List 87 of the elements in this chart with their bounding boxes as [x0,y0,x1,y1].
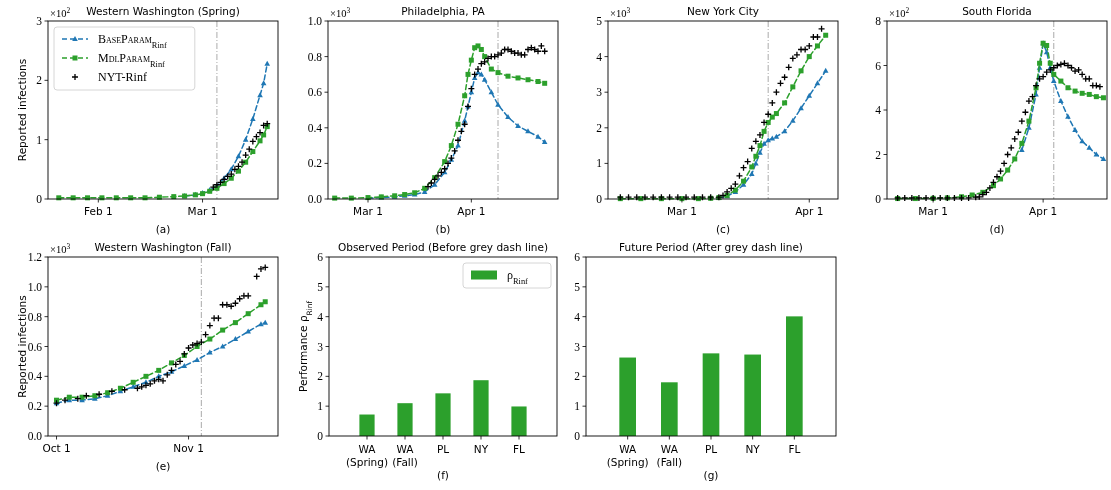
y-tick-label: 1 [574,400,581,413]
y-tick-label: 1 [36,133,43,146]
y-axis-title: Reported infections [16,58,28,162]
x-axis-title: (e) [155,460,171,472]
y-tick-label: 0 [36,193,43,206]
x-tick-label: PL [704,443,718,455]
x-tick-label: Nov 1 [173,442,204,454]
y-tick-label: 2 [875,148,882,161]
y-tick-label: 4 [875,104,882,117]
y-tick-label: 2 [574,370,581,383]
x-tick-label: Mar 1 [353,205,383,217]
x-tick-label: Mar 1 [187,205,218,217]
chart-title: Western Washington (Spring) [86,5,240,17]
x-axis-title: (c) [716,223,730,235]
y-tick-label: 3 [317,340,324,353]
y-tick-label: 2 [317,370,324,383]
y-tick-label: 0.8 [27,310,43,323]
y-tick-label: 4 [574,310,581,323]
y-tick-label: 1.2 [27,251,43,264]
y-tick-label: 5 [574,280,581,293]
x-tick-label: NY [745,443,761,455]
y-tick-label: 8 [875,15,882,28]
x-tick-label: WA (Spring) [606,443,649,468]
y-tick-label: 0.4 [27,370,43,383]
x-tick-label: Apr 1 [457,205,486,217]
x-tick-label: FL [788,443,801,455]
x-tick-label: Mar 1 [918,205,949,217]
y-tick-label: 0 [574,430,581,443]
y-tick-label: 6 [875,59,882,72]
y-tick-label: 6 [317,251,324,264]
y-tick-label: 5 [596,15,603,28]
y-tick-label: 4 [596,50,603,63]
y-tick-label: 0.0 [307,193,323,206]
x-tick-label: WA (Fall) [656,443,683,468]
chart-title: South Florida [962,5,1032,17]
y-tick-label: 0 [596,193,603,206]
x-tick-label: Apr 1 [1029,205,1058,217]
x-tick-label: Feb 1 [84,205,113,217]
y-tick-label: 0.2 [307,157,323,170]
x-tick-label: Mar 1 [667,205,697,217]
chart-title: Observed Period (Before grey dash line) [337,241,549,253]
y-tick-label: 6 [574,251,581,264]
y-tick-label: 1.0 [307,15,323,28]
x-axis-title: (d) [989,223,1005,235]
x-tick-label: WA (Spring) [345,443,389,468]
y-tick-label: 3 [574,340,581,353]
x-tick-label: WA (Fall) [392,443,418,468]
text: ×10$^{2}$ [889,5,910,19]
y-tick-label: 0.6 [307,86,323,99]
y-tick-label: 1 [596,157,603,170]
x-axis-title: (b) [435,223,451,235]
y-tick-label: 0.6 [27,340,43,353]
y-tick-label: 2 [596,121,603,134]
x-tick-label: Oct 1 [42,442,71,454]
y-tick-label: 2 [36,74,43,87]
y-tick-label: 0 [317,430,324,443]
text: ×10$^{3}$ [610,5,631,19]
legend-label: ρ$_{Rinf}$ [507,268,529,286]
chart-title: New York City [687,5,759,17]
y-tick-label: 0 [875,193,882,206]
x-axis-title: (g) [703,469,719,481]
text: ×10$^{3}$ [330,5,351,19]
legend-label: BaseParam$_{Rinf}$ [98,32,167,50]
y-tick-label: 0.2 [27,400,43,413]
chart-title: Philadelphia, PA [401,5,486,17]
x-axis-title: (f) [437,469,449,481]
legend-label: NYT-Rinf [98,70,147,85]
y-tick-label: 3 [36,15,43,28]
chart-title: Western Washington (Fall) [94,241,232,253]
chart-title: Future Period (After grey dash line) [619,241,803,253]
x-axis-title: (a) [155,223,171,235]
y-tick-label: 1 [317,400,324,413]
y-tick-label: 1.0 [27,280,43,293]
text: ×10$^{2}$ [50,5,71,19]
x-tick-label: PL [436,443,450,455]
y-tick-label: 5 [317,280,324,293]
x-tick-label: FL [513,443,526,455]
x-tick-label: NY [473,443,489,455]
x-tick-label: Apr 1 [795,205,824,217]
y-tick-label: 0.8 [307,50,323,63]
y-tick-label: 0.0 [27,430,43,443]
y-tick-label: 0.4 [307,121,323,134]
legend-label: MdlParam$_{Rinf}$ [98,51,166,69]
y-tick-label: 3 [596,86,603,99]
y-tick-label: 4 [317,310,324,323]
text: ×10$^{3}$ [50,241,71,255]
y-axis-title: Reported infections [16,295,28,398]
